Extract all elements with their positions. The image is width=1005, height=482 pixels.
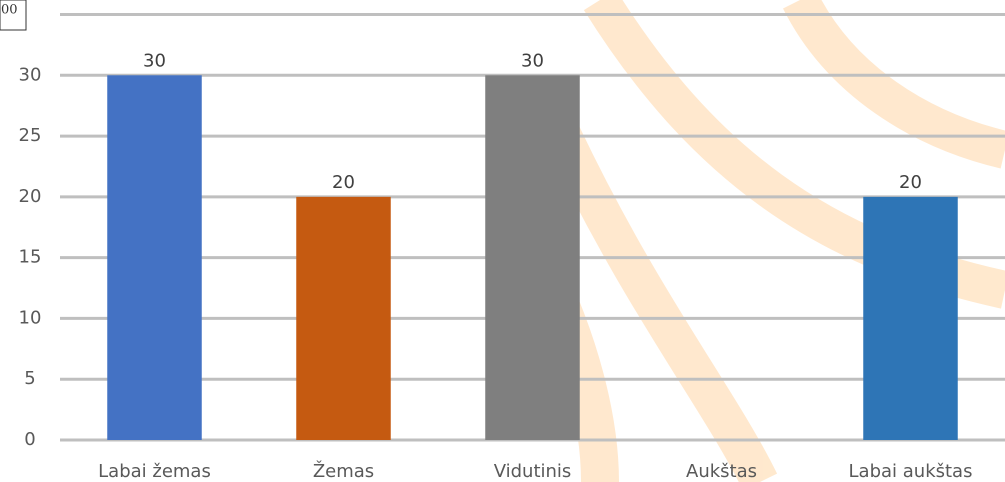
bar	[107, 75, 202, 441]
y-tick-label: 10	[19, 307, 42, 328]
corner-label: 00	[1, 3, 18, 18]
x-tick-label: Labai aukštas	[849, 461, 973, 482]
bar	[296, 196, 391, 440]
y-tick-label: 0	[24, 429, 35, 450]
y-tick-label: 30	[19, 64, 42, 85]
x-tick-label: Žemas	[313, 460, 374, 482]
data-label: 30	[143, 50, 166, 71]
y-tick-label: 15	[19, 247, 42, 268]
y-tick-label: 20	[19, 186, 42, 207]
bar	[485, 75, 580, 441]
data-label: 20	[332, 172, 355, 193]
corner-box	[0, 0, 27, 31]
x-tick-label: Labai žemas	[98, 461, 211, 482]
y-tick-label: 25	[19, 125, 42, 146]
data-label: 20	[899, 172, 922, 193]
x-tick-label: Aukštas	[686, 461, 757, 482]
x-tick-label: Vidutinis	[494, 461, 572, 482]
bar	[863, 196, 958, 440]
y-tick-label: 5	[24, 368, 35, 389]
data-label: 30	[521, 50, 544, 71]
